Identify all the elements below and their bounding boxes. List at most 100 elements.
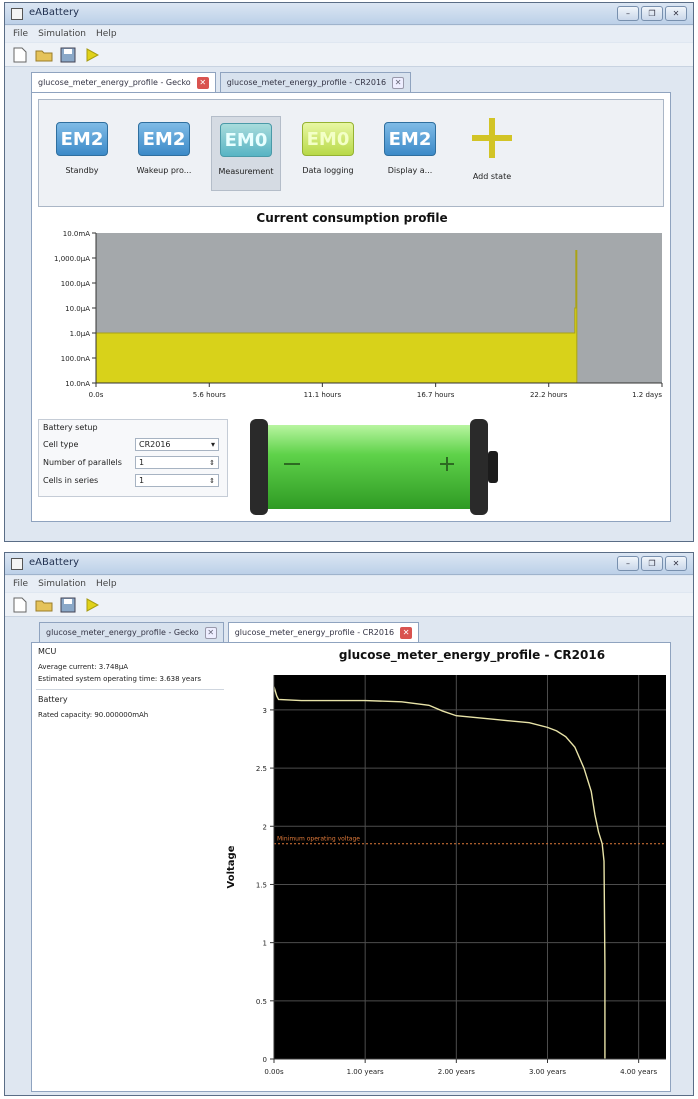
- save-icon: [60, 47, 76, 62]
- maximize-button[interactable]: ❐: [641, 556, 663, 571]
- cell-type-select[interactable]: CR2016 ▾: [135, 438, 219, 451]
- voltage-discharge-chart: 0 0.5 1 1.5 2 2.5 3 0.00s 1.00 years 2.00 years 3.…: [226, 675, 666, 1076]
- app-icon: [11, 558, 23, 570]
- tab-gecko[interactable]: glucose_meter_energy_profile - Gecko ✕: [39, 622, 224, 642]
- mcu-heading: MCU: [38, 647, 57, 656]
- state-label: Standby: [65, 166, 99, 175]
- toolbar: [5, 43, 693, 67]
- current-series-area: [95, 249, 578, 384]
- menu-file[interactable]: File: [13, 29, 29, 39]
- spinner-arrows-icon[interactable]: ⇕: [209, 476, 215, 485]
- y-tick-label: 0: [263, 1056, 267, 1064]
- state-data-logging[interactable]: EM0 Data logging: [293, 116, 363, 191]
- parallel-spinbox[interactable]: 1 ⇕: [135, 456, 219, 469]
- x-tick-label: 5.6 hours: [193, 391, 226, 399]
- state-standby[interactable]: EM2 Standby: [47, 116, 117, 191]
- app-window-simulation: eABattery – ❐ ✕ File Simulation Help glu…: [4, 552, 694, 1096]
- menu-help[interactable]: Help: [96, 29, 117, 39]
- simulation-results-panel: MCU Average current: 3.748µA Estimated s…: [31, 642, 671, 1092]
- y-tick-label: 10.0nA: [65, 380, 90, 388]
- tab-strip: glucose_meter_energy_profile - Gecko ✕ g…: [39, 622, 420, 642]
- y-tick-label: 1.5: [256, 881, 267, 889]
- state-label: Measurement: [218, 167, 274, 176]
- y-tick-label: 0.5: [256, 998, 267, 1006]
- parallel-value: 1: [139, 458, 145, 467]
- tab-gecko[interactable]: glucose_meter_energy_profile - Gecko ✕: [31, 72, 216, 92]
- minimize-button[interactable]: –: [617, 556, 639, 571]
- x-tick-label: 2.00 years: [438, 1068, 475, 1076]
- run-simulation-button[interactable]: [83, 47, 101, 63]
- open-folder-button[interactable]: [35, 47, 53, 63]
- app-icon: [11, 8, 23, 20]
- current-profile-chart: 10.0nA 100.0nA 1.0µA 10.0µA 100.0µA 1,000.0µA…: [54, 230, 663, 399]
- menu-help[interactable]: Help: [96, 579, 117, 589]
- title-bar: eABattery – ❐ ✕: [5, 553, 693, 575]
- x-tick-label: 22.2 hours: [530, 391, 568, 399]
- state-measurement[interactable]: EM0 Measurement: [211, 116, 281, 191]
- folder-icon: [35, 600, 53, 611]
- folder-icon: [35, 50, 53, 61]
- y-tick-label: 2.5: [256, 765, 267, 773]
- app-window-profile: eABattery – ❐ ✕ File Simulation Help glu…: [4, 2, 694, 542]
- y-tick-label: 1,000.0µA: [54, 255, 90, 263]
- series-value: 1: [139, 476, 145, 485]
- close-button[interactable]: ✕: [665, 6, 687, 21]
- x-tick-label: 0.00s: [264, 1068, 284, 1076]
- tab-gecko-label: glucose_meter_energy_profile - Gecko: [38, 78, 191, 87]
- new-file-icon: [13, 597, 27, 612]
- close-tab-icon[interactable]: ✕: [204, 626, 217, 639]
- maximize-button[interactable]: ❐: [641, 6, 663, 21]
- close-tab-icon[interactable]: ✕: [392, 76, 405, 89]
- menu-simulation[interactable]: Simulation: [38, 29, 87, 39]
- em-badge: EM2: [56, 122, 108, 156]
- battery-heading: Battery: [38, 695, 68, 704]
- minimize-button[interactable]: –: [617, 6, 639, 21]
- save-button[interactable]: [59, 597, 77, 613]
- results-info-panel: MCU Average current: 3.748µA Estimated s…: [36, 647, 224, 1087]
- open-folder-button[interactable]: [35, 597, 53, 613]
- new-file-icon: [13, 47, 27, 62]
- energy-mode-states: EM2 Standby EM2 Wakeup pro... EM0 Measur…: [38, 99, 664, 207]
- voltage-series-line: [273, 686, 606, 1059]
- plot-area: [274, 675, 666, 1059]
- y-tick-label: 2: [263, 823, 267, 831]
- em-badge: EM0: [220, 123, 272, 157]
- chevron-down-icon: ▾: [210, 440, 215, 449]
- save-icon: [60, 597, 76, 612]
- close-tab-icon[interactable]: ✕: [400, 626, 413, 639]
- play-icon: [86, 597, 99, 612]
- y-tick-label: 100.0µA: [61, 280, 90, 288]
- series-spinbox[interactable]: 1 ⇕: [135, 474, 219, 487]
- menu-file[interactable]: File: [13, 579, 29, 589]
- new-file-button[interactable]: [11, 597, 29, 613]
- run-simulation-button[interactable]: [83, 597, 101, 613]
- toolbar: [5, 593, 693, 617]
- em-badge: EM0: [302, 122, 354, 156]
- menu-simulation[interactable]: Simulation: [38, 579, 87, 589]
- close-tab-icon[interactable]: ✕: [196, 76, 209, 89]
- spinner-arrows-icon[interactable]: ⇕: [209, 458, 215, 467]
- battery-setup-title: Battery setup: [43, 423, 98, 432]
- tab-gecko-label: glucose_meter_energy_profile - Gecko: [46, 628, 199, 637]
- tab-cr2016[interactable]: glucose_meter_energy_profile - CR2016 ✕: [227, 622, 420, 642]
- add-state-label: Add state: [472, 172, 512, 181]
- tab-cr2016-label: glucose_meter_energy_profile - CR2016: [234, 628, 395, 637]
- profile-editor-panel: EM2 Standby EM2 Wakeup pro... EM0 Measur…: [31, 92, 671, 522]
- x-tick-label: 11.1 hours: [304, 391, 342, 399]
- add-state-button[interactable]: Add state: [457, 116, 527, 191]
- em-badge: EM2: [384, 122, 436, 156]
- save-button[interactable]: [59, 47, 77, 63]
- chart-title: glucose_meter_energy_profile - CR2016: [338, 648, 606, 662]
- state-label: Display a...: [387, 166, 433, 175]
- state-wakeup[interactable]: EM2 Wakeup pro...: [129, 116, 199, 191]
- plus-icon: [472, 118, 512, 158]
- state-display[interactable]: EM2 Display a...: [375, 116, 445, 191]
- close-button[interactable]: ✕: [665, 556, 687, 571]
- battery-graphic: [250, 419, 498, 515]
- tab-cr2016[interactable]: glucose_meter_energy_profile - CR2016 ✕: [219, 72, 412, 92]
- y-axis-label: Voltage: [226, 845, 237, 888]
- window-title: eABattery: [29, 557, 80, 568]
- play-icon: [86, 47, 99, 62]
- x-tick-label: 16.7 hours: [417, 391, 455, 399]
- new-file-button[interactable]: [11, 47, 29, 63]
